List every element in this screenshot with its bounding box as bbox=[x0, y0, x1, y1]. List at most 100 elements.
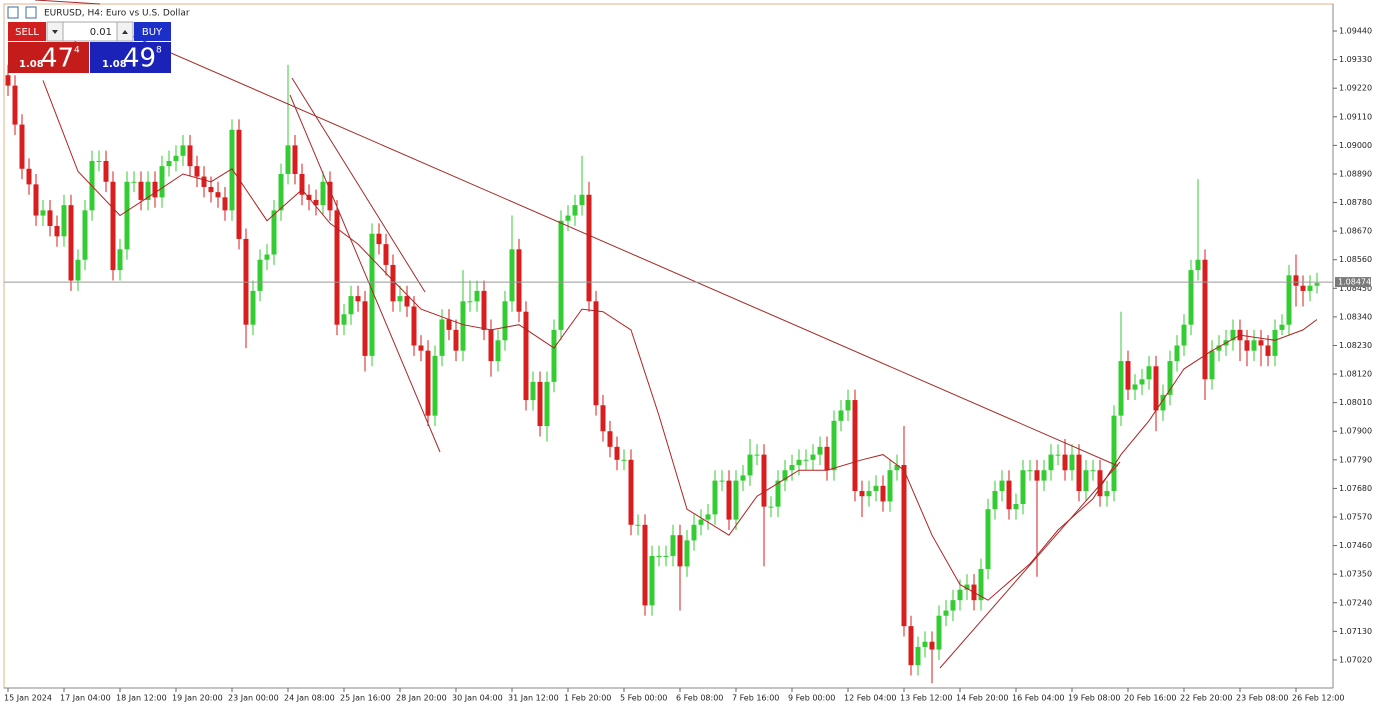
sell-button[interactable] bbox=[8, 22, 46, 41]
candle-body bbox=[607, 431, 613, 447]
candle-body bbox=[1258, 340, 1264, 346]
candle-body bbox=[250, 290, 256, 325]
candle-body bbox=[495, 340, 501, 362]
candle-body bbox=[1013, 504, 1019, 510]
chart-icon bbox=[25, 6, 37, 19]
candle-body bbox=[474, 290, 480, 302]
candle-body bbox=[12, 85, 18, 125]
candle-body bbox=[705, 514, 711, 520]
candle-body bbox=[1132, 384, 1138, 390]
candle-body bbox=[1265, 345, 1271, 356]
y-tick-label: 1.09440 bbox=[1339, 27, 1372, 36]
candle-body bbox=[936, 615, 942, 650]
candle-body bbox=[894, 465, 900, 471]
candle-body bbox=[579, 194, 585, 206]
candle-body bbox=[26, 168, 32, 185]
candle-body bbox=[1174, 345, 1180, 362]
candle-body bbox=[733, 480, 739, 520]
candle-body bbox=[334, 210, 340, 325]
chart-title: EURUSD, H4: Euro vs U.S. Dollar bbox=[44, 9, 190, 19]
x-tick-label: 6 Feb 08:00 bbox=[676, 694, 723, 703]
buy-label[interactable]: BUY bbox=[142, 27, 163, 38]
buy-price-box[interactable] bbox=[90, 42, 171, 73]
candle-body bbox=[1153, 366, 1159, 411]
candle-body bbox=[1209, 350, 1215, 380]
y-tick-label: 1.09330 bbox=[1339, 55, 1372, 64]
candle-body bbox=[656, 555, 662, 557]
candle-body bbox=[1125, 361, 1131, 390]
x-tick-label: 24 Jan 08:00 bbox=[284, 694, 335, 703]
candle-body bbox=[614, 446, 620, 460]
candle-body bbox=[677, 535, 683, 567]
x-tick-label: 12 Feb 04:00 bbox=[844, 694, 896, 703]
candle-body bbox=[523, 311, 529, 401]
candle-body bbox=[691, 524, 697, 541]
candle-body bbox=[187, 145, 193, 167]
candle-body bbox=[152, 181, 158, 198]
candle-body bbox=[908, 626, 914, 666]
candle-body bbox=[194, 166, 200, 177]
candle-body bbox=[978, 568, 984, 601]
trend-line bbox=[289, 94, 441, 453]
candle-body bbox=[1286, 275, 1292, 325]
candle-body bbox=[698, 519, 704, 525]
candle-body bbox=[1300, 285, 1306, 291]
candle-body bbox=[131, 181, 137, 183]
candle-body bbox=[1230, 329, 1236, 341]
y-tick-label: 1.07900 bbox=[1339, 427, 1372, 436]
candle-body bbox=[628, 459, 634, 525]
candle-body bbox=[586, 194, 592, 302]
candle-body bbox=[593, 301, 599, 406]
candle-body bbox=[985, 509, 991, 569]
candle-body bbox=[754, 454, 760, 456]
candle-body bbox=[1034, 470, 1040, 481]
y-tick-label: 1.08340 bbox=[1339, 312, 1372, 321]
candle-body bbox=[880, 485, 886, 502]
candle-body bbox=[103, 160, 109, 182]
moving-average bbox=[42, 80, 1318, 601]
candle-body bbox=[383, 244, 389, 265]
candle-body bbox=[810, 454, 816, 460]
x-tick-label: 7 Feb 16:00 bbox=[732, 694, 779, 703]
candle-body bbox=[201, 176, 207, 187]
candle-body bbox=[1090, 470, 1096, 472]
candle-body bbox=[369, 233, 375, 356]
candle-body bbox=[1202, 259, 1208, 380]
candle-body bbox=[1293, 275, 1299, 286]
candle-body bbox=[47, 210, 53, 226]
x-tick-label: 25 Jan 16:00 bbox=[340, 694, 391, 703]
candle-body bbox=[460, 301, 466, 351]
candle-body bbox=[1167, 361, 1173, 395]
candle-body bbox=[544, 381, 550, 427]
candle-body bbox=[68, 205, 74, 281]
candle-body bbox=[635, 524, 641, 526]
buy-price-main: 49 bbox=[123, 44, 156, 74]
candle-body bbox=[684, 540, 690, 567]
arrow-up bbox=[122, 30, 128, 34]
candle-body bbox=[901, 465, 907, 627]
candle-body bbox=[1272, 329, 1278, 356]
candle-body bbox=[873, 485, 879, 492]
arrow-down bbox=[52, 30, 58, 34]
candle-body bbox=[166, 160, 172, 167]
candle-body bbox=[775, 480, 781, 507]
y-tick-label: 1.08230 bbox=[1339, 341, 1372, 350]
sell-price-box[interactable] bbox=[8, 42, 89, 73]
buy-button[interactable] bbox=[134, 22, 171, 41]
x-tick-label: 19 Feb 08:00 bbox=[1068, 694, 1120, 703]
candle-body bbox=[425, 350, 431, 416]
sell-label[interactable]: SELL bbox=[15, 27, 39, 38]
candle-body bbox=[992, 491, 998, 510]
candle-body bbox=[138, 181, 144, 200]
candle-body bbox=[313, 199, 319, 206]
candle-body bbox=[1307, 285, 1313, 291]
candle-body bbox=[320, 181, 326, 206]
y-tick-label: 1.09110 bbox=[1339, 112, 1372, 121]
candle-body bbox=[768, 506, 774, 508]
candle-body bbox=[145, 181, 151, 200]
candle-body bbox=[222, 197, 228, 211]
candle-body bbox=[264, 254, 270, 260]
candle-body bbox=[866, 491, 872, 497]
